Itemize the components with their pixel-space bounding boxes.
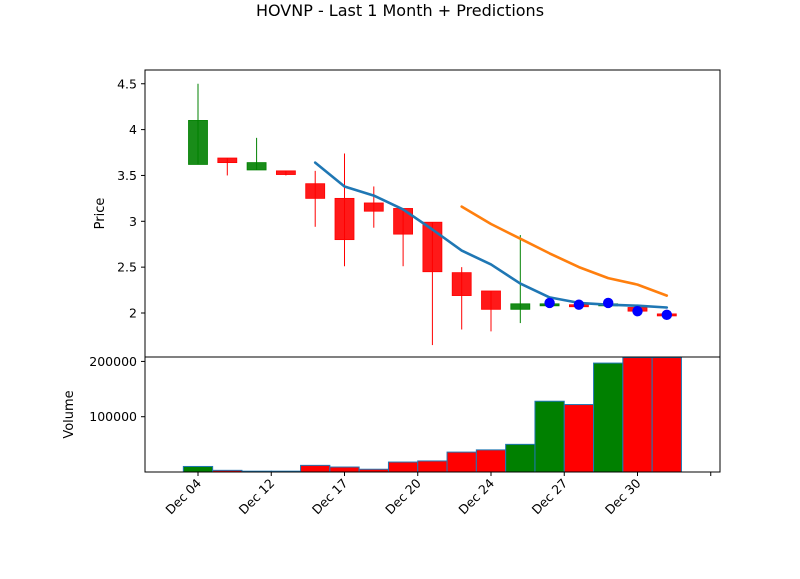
volume-bar <box>446 451 477 473</box>
volume-bar <box>563 404 595 473</box>
volume-bar <box>651 357 682 473</box>
candle <box>510 235 531 324</box>
price-panel: 2 2.5 3 3.5 4 4.5 Price <box>93 69 721 358</box>
candle-body <box>393 208 414 235</box>
candle-body <box>451 272 472 296</box>
volume-bar <box>182 465 214 473</box>
candle <box>363 186 384 228</box>
price-y-tick-label: 3.5 <box>117 168 137 183</box>
price-y-tick-label: 2 <box>129 305 137 320</box>
candle <box>305 170 326 227</box>
candle-body <box>334 197 355 241</box>
price-y-tick-label: 4.5 <box>117 76 137 91</box>
candle <box>451 267 472 330</box>
candle-body <box>510 303 531 310</box>
volume-panel-frame <box>144 356 721 473</box>
candle-body <box>363 202 384 212</box>
candle-body <box>188 120 208 165</box>
volume-bar <box>387 461 419 473</box>
candle-body <box>481 290 501 310</box>
chart-title: HOVNP - Last 1 Month + Predictions <box>256 1 544 20</box>
volume-bar <box>593 362 624 473</box>
prediction-point <box>632 305 643 317</box>
moving-average-long-line <box>460 205 669 297</box>
candle <box>422 221 443 346</box>
prediction-point <box>544 297 555 309</box>
price-y-tick-label: 2.5 <box>117 260 137 275</box>
prediction-point <box>573 299 585 310</box>
price-y-tick-label: 4 <box>129 122 137 137</box>
candle <box>188 83 208 165</box>
volume-bar <box>475 449 507 473</box>
volume-bar <box>622 357 653 473</box>
volume-y-tick-label: 100000 <box>89 409 137 424</box>
candle <box>217 157 238 176</box>
volume-bar <box>329 466 360 473</box>
candle-body <box>217 157 238 164</box>
candle-body <box>275 170 296 175</box>
candle <box>334 153 355 267</box>
volume-y-axis-label: Volume <box>62 390 77 438</box>
candle-body <box>305 183 326 199</box>
volume-bar <box>505 443 536 473</box>
price-y-tick-label: 3 <box>129 214 137 229</box>
price-y-axis-label: Price <box>93 198 108 230</box>
candle <box>393 208 414 267</box>
candle <box>275 170 296 176</box>
candle-body <box>422 221 443 273</box>
volume-bar <box>534 400 565 473</box>
volume-panel: 100000 200000 Volume <box>62 354 721 473</box>
candle <box>246 137 267 171</box>
candle-body <box>246 162 267 171</box>
prediction-point <box>661 309 672 321</box>
volume-bar <box>417 460 448 473</box>
candle <box>481 290 501 332</box>
prediction-point <box>603 297 614 309</box>
volume-bar <box>300 464 331 473</box>
volume-y-tick-label: 200000 <box>89 354 137 369</box>
